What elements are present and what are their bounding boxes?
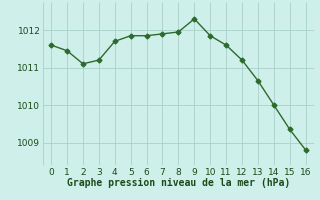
X-axis label: Graphe pression niveau de la mer (hPa): Graphe pression niveau de la mer (hPa) [67,178,290,188]
